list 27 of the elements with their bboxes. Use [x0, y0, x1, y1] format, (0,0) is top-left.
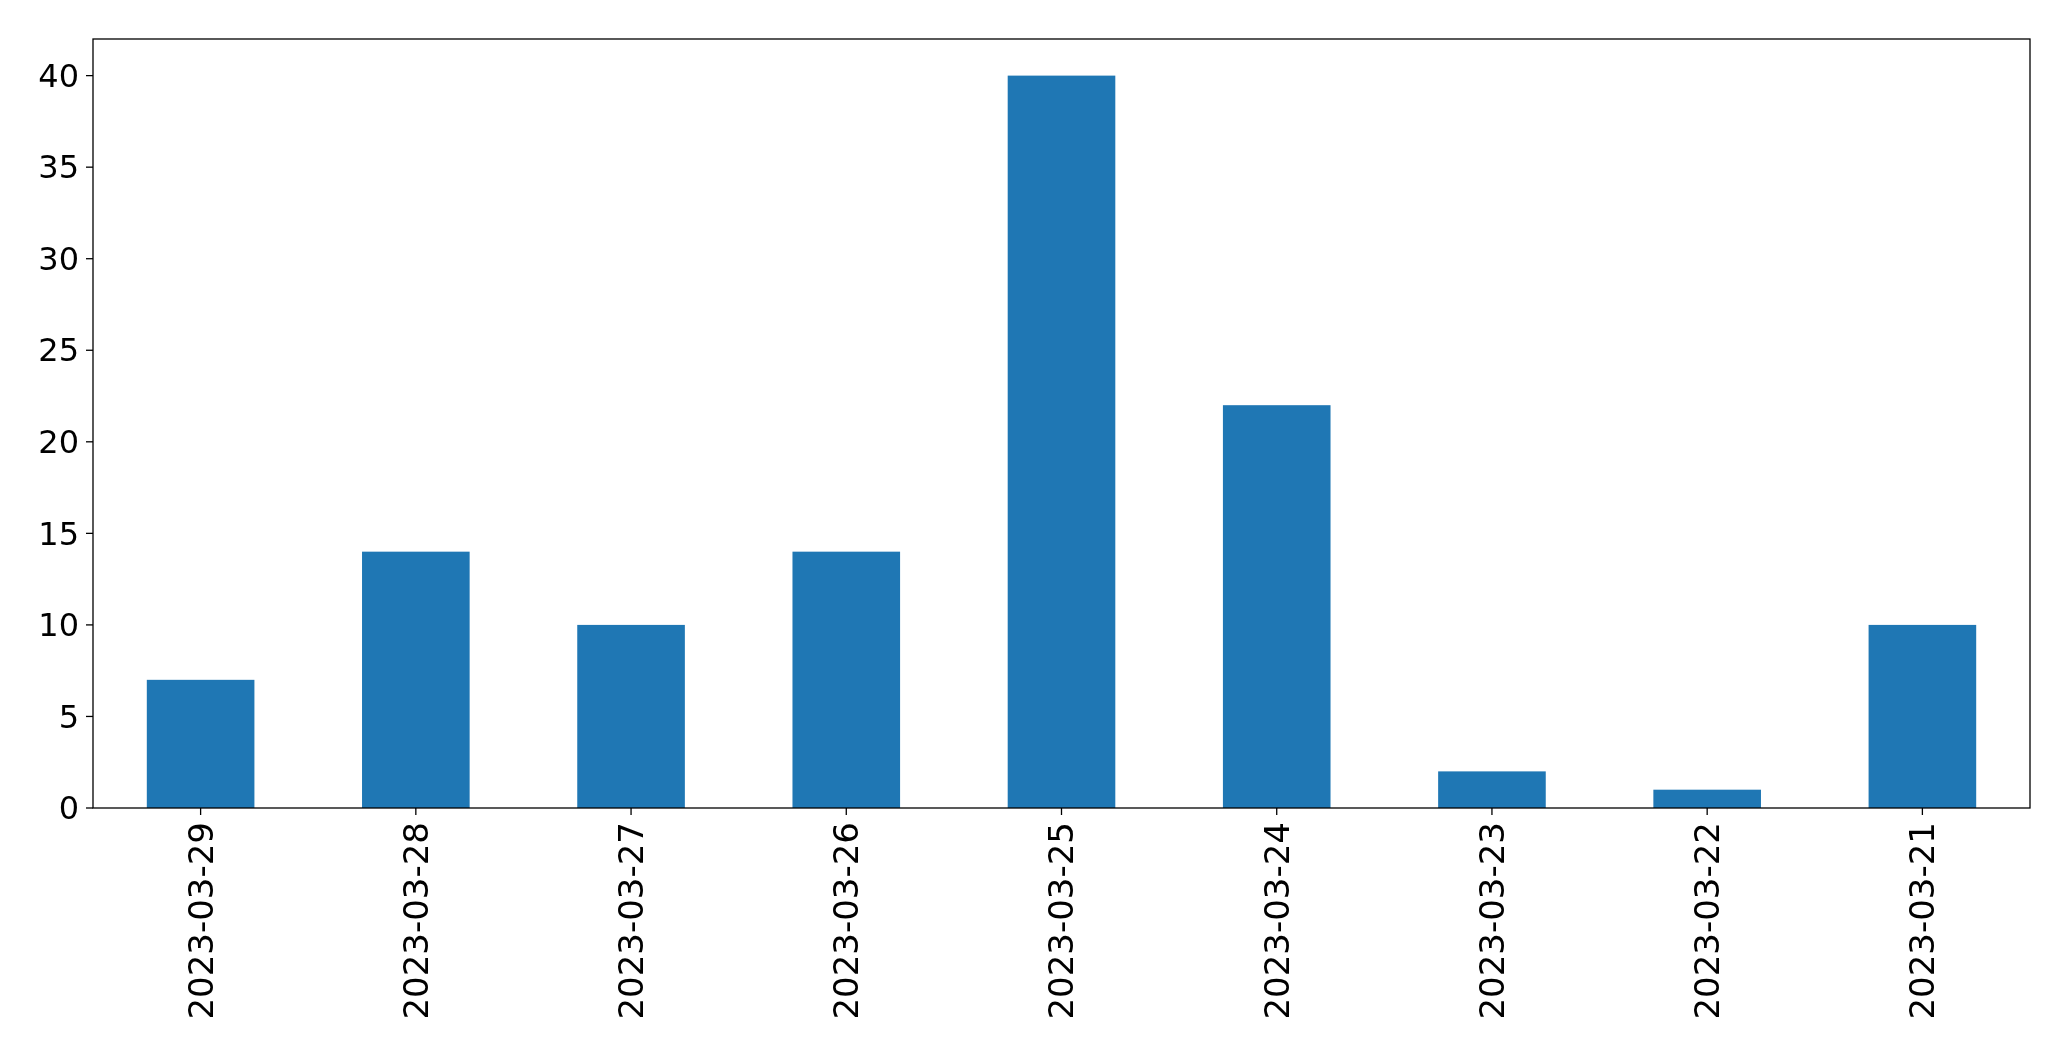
y-tick-label: 20 [38, 423, 79, 462]
x-tick-label: 2023-03-28 [395, 822, 436, 1020]
x-tick-label: 2023-03-24 [1256, 822, 1297, 1020]
y-tick-label: 10 [38, 606, 79, 645]
bar [146, 679, 255, 808]
bar [1653, 789, 1761, 808]
x-tick-label: 2023-03-21 [1902, 822, 1943, 1020]
bar [1438, 771, 1546, 808]
bar [1007, 75, 1116, 808]
bar [577, 624, 685, 808]
y-tick-label: 25 [38, 331, 79, 370]
x-tick-label: 2023-03-27 [610, 822, 651, 1020]
x-tick-label: 2023-03-22 [1687, 822, 1728, 1020]
y-tick-label: 35 [38, 148, 79, 187]
bar [792, 551, 901, 808]
y-tick-label: 5 [58, 697, 79, 736]
x-tick-label: 2023-03-29 [180, 822, 221, 1020]
x-tick-label: 2023-03-23 [1471, 822, 1512, 1020]
y-tick-label: 0 [58, 789, 79, 828]
x-tick-label: 2023-03-26 [826, 822, 867, 1020]
x-tick-label: 2023-03-25 [1041, 822, 1082, 1020]
bar [1868, 624, 1977, 808]
bar [362, 551, 470, 808]
y-tick-label: 30 [38, 239, 79, 278]
y-tick-label: 15 [38, 514, 79, 553]
bar [1222, 405, 1331, 808]
y-tick-label: 40 [38, 56, 79, 95]
